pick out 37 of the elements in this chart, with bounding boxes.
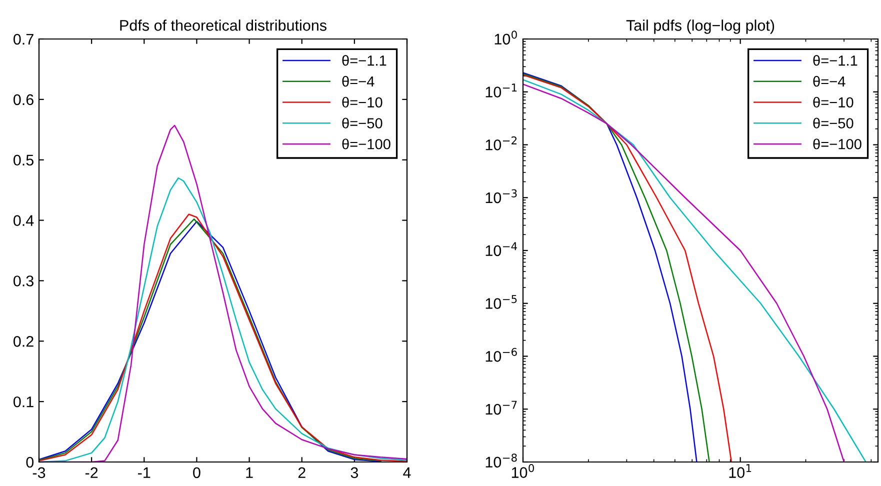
legend-label: θ=−10 <box>813 96 854 108</box>
y-tick-label: 0.1 <box>14 396 34 408</box>
chart-title: Tail pdfs (log−log plot) <box>626 20 774 34</box>
y-tick-label: 0.7 <box>14 34 34 45</box>
y-tick-label: 10$^{−2}$ <box>486 136 517 150</box>
legend-label: θ=−50 <box>342 118 382 128</box>
legend-label: θ=−1.1 <box>342 55 386 66</box>
x-tick-label: 2 <box>298 467 306 478</box>
y-tick-label: 10$^{−1}$ <box>486 84 517 98</box>
y-tick-label: 10$^{−3}$ <box>486 189 517 204</box>
x-tick-label: 1 <box>246 467 253 478</box>
x-tick-label: -2 <box>85 467 98 478</box>
legend-label: θ=−100 <box>813 138 862 150</box>
y-tick-label: 0.2 <box>14 336 34 347</box>
y-tick-label: 10$^{0}$ <box>494 30 517 45</box>
y-tick-label: 0.6 <box>14 94 34 106</box>
x-tick-label: 3 <box>350 467 358 478</box>
legend-label: θ=−4 <box>813 76 846 87</box>
chart-title: Pdfs of theoretical distributions <box>120 20 326 31</box>
legend-label: θ=−4 <box>342 76 374 87</box>
y-tick-label: 10$^{−5}$ <box>486 295 517 309</box>
legend-label: θ=−10 <box>342 96 382 108</box>
legend-label: θ=−50 <box>813 118 854 128</box>
x-tick-label: -1 <box>138 467 150 478</box>
y-tick-label: 10$^{−7}$ <box>486 400 517 415</box>
x-tick-label: 4 <box>403 467 411 478</box>
x-tick-label: 0 <box>193 467 200 478</box>
y-tick-label: 10$^{−4}$ <box>486 242 517 256</box>
legend-label: θ=−1.1 <box>813 55 858 66</box>
y-tick-label: 0.3 <box>14 276 34 286</box>
x-tick-label: 10$^{1}$ <box>729 464 752 478</box>
y-tick-label: 10$^{−6}$ <box>486 348 517 362</box>
y-tick-label: 0 <box>26 456 34 468</box>
y-tick-label: 0.4 <box>14 215 34 226</box>
y-tick-label: 0.5 <box>14 154 34 166</box>
legend-label: θ=−100 <box>342 138 390 150</box>
x-tick-label: -3 <box>32 467 46 478</box>
